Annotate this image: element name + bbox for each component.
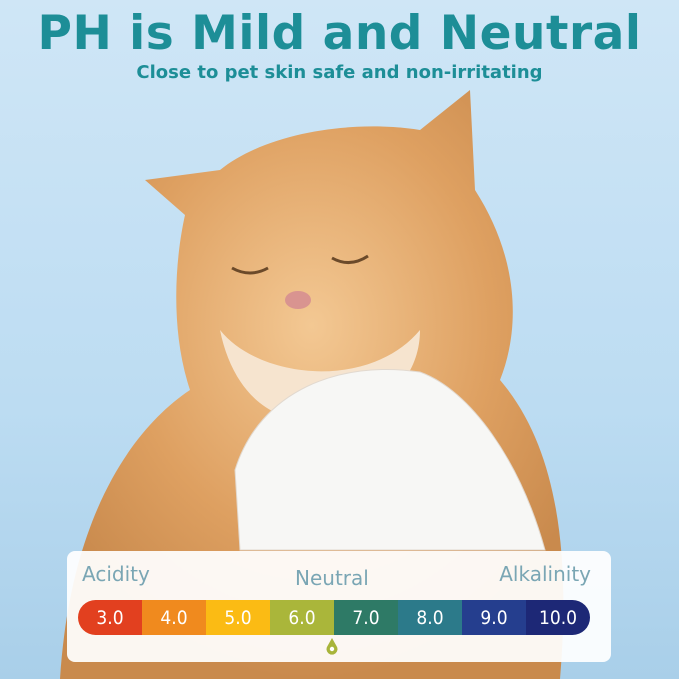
neutral-label: Neutral [295, 566, 369, 590]
ph-segment: 10.0 [526, 600, 590, 635]
ph-bar: 3.0 4.0 5.0 6.0 7.0 8.0 9.0 10.0 [78, 600, 590, 635]
subheadline: Close to pet skin safe and non-irritatin… [136, 62, 543, 83]
alkalinity-label: Alkalinity [499, 562, 591, 586]
ph-segment: 5.0 [206, 600, 270, 635]
ph-segment: 6.0 [270, 600, 334, 635]
ph-marker-icon [326, 638, 338, 655]
ph-segment: 8.0 [398, 600, 462, 635]
headline: PH is Mild and Neutral [37, 6, 642, 61]
ph-segment: 3.0 [78, 600, 142, 635]
ph-scale-card: Acidity Neutral Alkalinity 3.0 4.0 5.0 6.0 7… [67, 551, 611, 662]
acidity-label: Acidity [82, 562, 150, 586]
ph-segment: 4.0 [142, 600, 206, 635]
ph-segment: 9.0 [462, 600, 526, 635]
ph-segment: 7.0 [334, 600, 398, 635]
